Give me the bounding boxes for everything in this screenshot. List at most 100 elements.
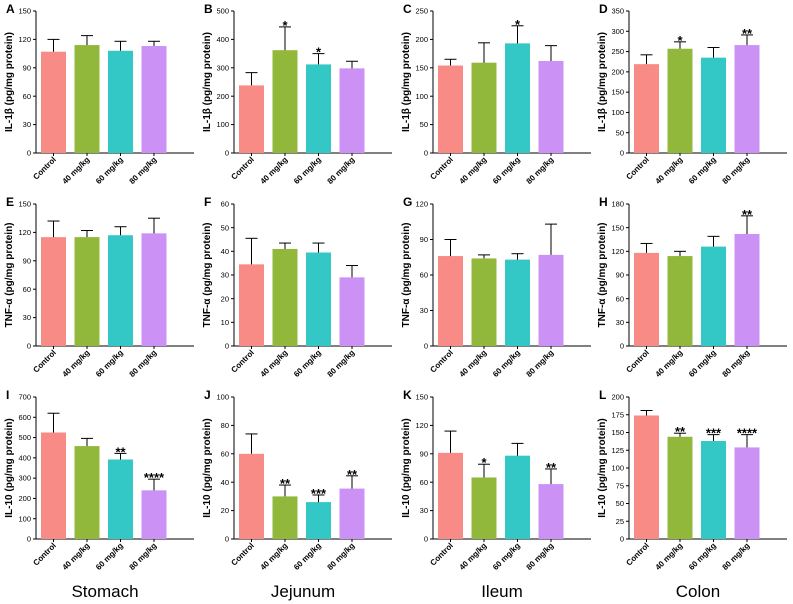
y-tick-label: 90: [23, 256, 31, 265]
y-tick-label: 40: [221, 247, 229, 256]
panel-d: D IL-1β (pg/mg protein) 0 50 100 150 200 250 300…: [597, 2, 787, 186]
x-tick-label: 60 mg/kg: [94, 155, 125, 186]
bar: [667, 256, 693, 346]
bar: [239, 264, 264, 346]
y-axis-label: IL-1β (pg/mg protein): [401, 32, 412, 132]
bar: [438, 256, 463, 346]
panel-a: A IL-1β (pg/mg protein) 0 30 60 90 120 150 Contr…: [4, 2, 194, 186]
y-tick-label: 150: [611, 88, 624, 97]
x-tick-label: 40 mg/kg: [259, 348, 290, 379]
y-tick-label: 30: [420, 306, 428, 315]
y-tick-label: 100: [611, 464, 624, 473]
significance-marker: **: [115, 444, 126, 459]
bar: [538, 60, 564, 153]
y-tick-label: 120: [18, 228, 31, 237]
y-tick-label: 30: [23, 120, 31, 129]
y-tick-label: 0: [225, 535, 229, 544]
y-tick-label: 60: [420, 478, 428, 487]
panel-label: F: [204, 195, 211, 209]
x-tick-label: 80 mg/kg: [326, 155, 357, 186]
y-tick-label: 50: [420, 120, 428, 129]
y-tick-label: 0: [620, 149, 624, 158]
x-tick-label: 60 mg/kg: [491, 541, 522, 572]
bar: [74, 446, 100, 539]
y-tick-label: 400: [18, 453, 31, 462]
bar: [239, 85, 264, 153]
y-tick-label: 75: [616, 481, 624, 490]
y-tick-label: 250: [415, 7, 428, 16]
y-tick-label: 200: [415, 35, 428, 44]
y-tick-label: 30: [616, 318, 624, 327]
bar: [74, 237, 100, 346]
y-tick-label: 30: [23, 313, 31, 322]
bar: [272, 50, 298, 153]
y-tick-label: 100: [216, 120, 229, 129]
panel-f: F TNF-α (pg/mg protein) 0 10 20 30 40 50 60 Contr…: [202, 195, 392, 379]
y-tick-label: 25: [616, 517, 624, 526]
x-tick-label: Control: [31, 348, 57, 374]
y-tick-label: 150: [415, 63, 428, 72]
significance-marker: *: [515, 17, 521, 32]
y-tick-label: 20: [221, 506, 229, 515]
y-tick-label: 0: [424, 535, 428, 544]
significance-marker: **: [742, 26, 753, 41]
y-tick-label: 10: [221, 318, 229, 327]
y-tick-label: 0: [424, 149, 428, 158]
y-tick-label: 150: [18, 7, 31, 16]
y-axis-label: IL-10 (pg/mg protein): [597, 418, 608, 517]
y-tick-label: 120: [415, 421, 428, 430]
x-tick-label: 80 mg/kg: [525, 348, 556, 379]
x-tick-label: 40 mg/kg: [61, 155, 92, 186]
x-tick-label: Control: [31, 541, 57, 567]
panel-label: J: [204, 388, 211, 402]
significance-marker: **: [675, 424, 686, 439]
x-tick-label: 60 mg/kg: [491, 348, 522, 379]
y-tick-label: 350: [611, 7, 624, 16]
panel-label: G: [403, 195, 412, 209]
y-tick-label: 400: [216, 35, 229, 44]
bar: [272, 248, 298, 346]
y-tick-label: 60: [221, 449, 229, 458]
y-tick-label: 30: [221, 271, 229, 280]
y-tick-label: 150: [18, 200, 31, 209]
x-tick-label: 40 mg/kg: [61, 541, 92, 572]
y-tick-label: 100: [415, 92, 428, 101]
y-tick-label: 600: [18, 413, 31, 422]
bar: [141, 233, 167, 346]
y-tick-label: 0: [225, 149, 229, 158]
y-tick-label: 0: [424, 342, 428, 351]
bar: [634, 415, 659, 539]
bar: [306, 252, 331, 346]
bar: [306, 502, 331, 539]
panel-k: K IL-10 (pg/mg protein) 0 30 60 90 120 150 Contr…: [401, 388, 591, 572]
x-tick-label: 60 mg/kg: [292, 541, 323, 572]
bar: [734, 45, 760, 153]
significance-marker: ****: [144, 470, 165, 485]
y-tick-label: 0: [225, 342, 229, 351]
bar: [272, 496, 298, 539]
significance-marker: **: [280, 476, 291, 491]
x-tick-label: 60 mg/kg: [687, 348, 718, 379]
x-tick-label: 40 mg/kg: [654, 155, 685, 186]
bar: [734, 233, 760, 346]
y-tick-label: 50: [616, 128, 624, 137]
bar: [505, 455, 530, 539]
x-tick-label: 80 mg/kg: [326, 541, 357, 572]
y-tick-label: 50: [221, 223, 229, 232]
x-tick-label: 40 mg/kg: [259, 541, 290, 572]
bar: [734, 447, 760, 539]
significance-marker: ****: [737, 426, 758, 441]
panel-e: E TNF-α (pg/mg protein) 0 30 60 90 120 150 Contr…: [4, 195, 194, 379]
y-tick-label: 300: [611, 27, 624, 36]
x-tick-label: 40 mg/kg: [61, 348, 92, 379]
x-tick-label: Control: [31, 155, 57, 181]
y-axis-label: TNF-α (pg/mg protein): [202, 222, 213, 327]
y-tick-label: 30: [420, 506, 428, 515]
y-tick-label: 175: [611, 410, 624, 419]
bar: [141, 490, 167, 539]
bar: [667, 436, 693, 539]
bar: [108, 50, 133, 154]
significance-marker: *: [677, 33, 683, 48]
panel-j: J IL-10 (pg/mg protein) 0 20 40 60 80 100 Contro…: [202, 388, 392, 572]
